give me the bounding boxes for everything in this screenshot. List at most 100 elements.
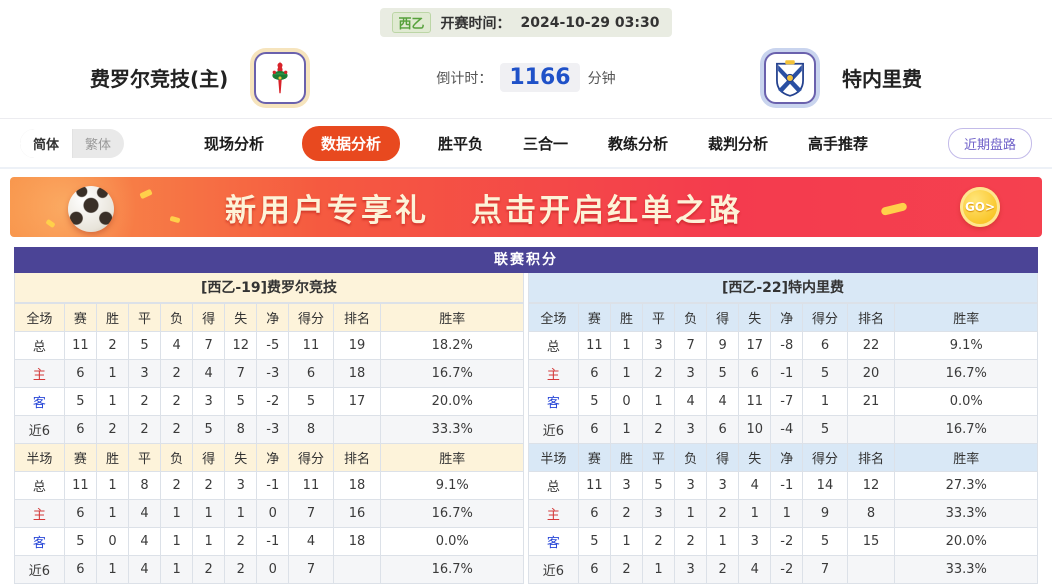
table-row: 近6 6 1 4 1 2 2 0 7 16.7% [14, 555, 524, 584]
lang-traditional-button[interactable]: 繁体 [85, 137, 112, 153]
go-button[interactable]: GO> [960, 187, 1000, 227]
table-row: 主 6 2 3 1 2 1 1 9 8 33.3% [528, 499, 1038, 528]
confetti-icon [139, 188, 153, 200]
stat-cell: -5 [256, 331, 290, 360]
confetti-icon [169, 215, 181, 224]
stat-cell: 11 [288, 331, 334, 360]
row-label: 主 [528, 359, 579, 388]
stat-cell: -1 [256, 527, 290, 556]
stat-cell: 6 [577, 415, 611, 444]
stat-cell: 2 [706, 499, 740, 528]
stat-cell: 0 [256, 555, 290, 584]
stat-cell: 2 [224, 527, 258, 556]
stat-cell: 1 [95, 499, 130, 528]
tab-6[interactable]: 裁判分析 [708, 134, 769, 153]
tab-2[interactable]: 数据分析 [301, 125, 400, 161]
stat-cell: 33.3% [380, 415, 524, 444]
team-table-header: [西乙-19]费罗尔竞技 [14, 273, 524, 303]
stat-cell: 0.0% [380, 527, 524, 556]
stat-cell: 5 [288, 387, 334, 416]
stat-cell: -8 [770, 331, 804, 360]
kickoff-label: 开赛时间： [440, 15, 511, 32]
league-standings: 联赛积分 [西乙-19]费罗尔竞技 全场赛胜平负得失净得分 排名 胜率总 11 2 5 4 7 1… [14, 247, 1038, 584]
stat-cell: 5 [802, 415, 848, 444]
row-label: 总 [528, 471, 579, 500]
kickoff-info: 西乙 开赛时间： 2024-10-29 03:30 [380, 8, 672, 37]
topbar: 西乙 开赛时间： 2024-10-29 03:30 [0, 0, 1052, 37]
stat-cell: -2 [770, 555, 804, 584]
column-header: 全场 [14, 303, 65, 332]
stat-cell: 3 [127, 359, 162, 388]
column-header: 胜 [95, 443, 130, 472]
standings-halves: [西乙-19]费罗尔竞技 全场赛胜平负得失净得分 排名 胜率总 11 2 5 4 7 12 -5 11… [14, 273, 1038, 584]
stat-cell: 7 [192, 331, 226, 360]
stat-cell: 1 [192, 499, 226, 528]
stat-cell: 20.0% [894, 527, 1038, 556]
stat-cell: 6 [63, 555, 97, 584]
tab-5[interactable]: 教练分析 [608, 134, 669, 153]
stat-cell: 1 [641, 387, 676, 416]
stat-cell: 3 [674, 555, 708, 584]
column-header: 半场 [14, 443, 65, 472]
table-row: 总 11 3 5 3 3 4 -1 14 12 27.3% [528, 471, 1038, 500]
stat-cell: 3 [224, 471, 258, 500]
stat-cell: 17 [738, 331, 772, 360]
stat-cell: 10 [738, 415, 772, 444]
column-header: 排名 [846, 303, 896, 332]
stat-cell: 6 [577, 555, 611, 584]
row-label: 主 [528, 499, 579, 528]
lang-simplified-button[interactable]: 简体 [20, 128, 74, 158]
stat-cell: 1 [95, 471, 130, 500]
stat-cell: 5 [127, 331, 162, 360]
row-label: 客 [528, 527, 579, 556]
stat-cell: 11 [63, 331, 97, 360]
stat-cell: 9.1% [380, 471, 524, 500]
table-row: 客 5 0 4 1 1 2 -1 4 18 0.0% [14, 527, 524, 556]
stat-cell: 3 [192, 387, 226, 416]
stat-cell: 5 [224, 387, 258, 416]
home-team-logo [254, 51, 307, 104]
recent-odds-button[interactable]: 近期盘路 [947, 127, 1032, 159]
tab-4[interactable]: 三合一 [523, 134, 569, 153]
stat-cell: 1 [95, 359, 130, 388]
stat-cell: 9.1% [894, 331, 1038, 360]
banner-headline: 新用户专享礼 点击开启红单之路 [225, 185, 743, 230]
stat-cell: 5 [802, 527, 848, 556]
promo-banner[interactable]: 新用户专享礼 点击开启红单之路 GO> [10, 177, 1042, 237]
away-team: 特内里费 [764, 51, 922, 104]
stat-cell: 2 [224, 555, 258, 584]
column-header-row: 半场赛胜平负得失净得分 排名 胜率 [14, 443, 524, 472]
column-header: 平 [641, 443, 676, 472]
away-crest-icon [776, 59, 804, 97]
stat-cell: -3 [256, 415, 290, 444]
tab-3[interactable]: 胜平负 [437, 134, 483, 153]
stat-cell: 33.3% [894, 499, 1038, 528]
home-team: 费罗尔竞技(主) [90, 51, 307, 104]
tab-7[interactable]: 高手推荐 [808, 134, 869, 153]
stat-cell: 8 [846, 499, 896, 528]
kickoff-time: 2024-10-29 03:30 [520, 14, 660, 31]
stat-cell: 12 [846, 471, 896, 500]
table-row: 近6 6 2 1 3 2 4 -2 7 33.3% [528, 555, 1038, 584]
column-header: 全场 [528, 303, 579, 332]
column-header: 得 [192, 443, 226, 472]
column-header: 胜 [609, 303, 644, 332]
stat-cell: -7 [770, 387, 804, 416]
countdown-value: 1166 [500, 63, 580, 92]
stat-cell: 3 [674, 415, 708, 444]
column-header: 得分 [288, 443, 334, 472]
column-header: 负 [160, 443, 194, 472]
football-icon [68, 186, 114, 232]
stat-cell: 5 [63, 527, 97, 556]
stat-cell: 1 [674, 499, 708, 528]
column-header: 负 [160, 303, 194, 332]
stat-cell: 7 [288, 499, 334, 528]
stat-cell: 11 [577, 331, 611, 360]
stat-cell: -1 [770, 359, 804, 388]
stat-cell: 4 [127, 499, 162, 528]
tab-1[interactable]: 现场分析 [203, 134, 264, 153]
column-header: 排名 [846, 443, 896, 472]
stat-cell: 16.7% [380, 359, 524, 388]
home-standings-table: [西乙-19]费罗尔竞技 全场赛胜平负得失净得分 排名 胜率总 11 2 5 4 7 12 -5 11… [14, 273, 524, 584]
row-label: 近6 [528, 415, 579, 444]
